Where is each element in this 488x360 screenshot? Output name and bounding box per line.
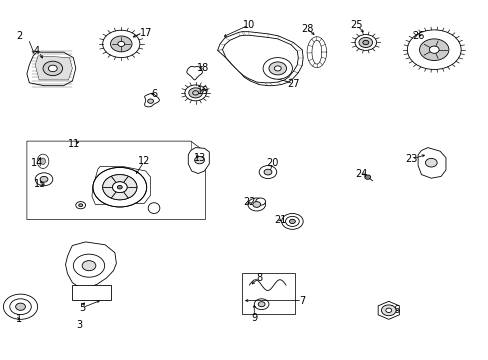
Circle shape xyxy=(194,157,204,164)
Text: 12: 12 xyxy=(138,156,150,166)
Circle shape xyxy=(263,58,292,79)
Circle shape xyxy=(40,176,48,182)
Circle shape xyxy=(428,46,438,53)
Circle shape xyxy=(35,173,53,186)
Circle shape xyxy=(102,175,137,200)
Circle shape xyxy=(354,35,376,50)
Polygon shape xyxy=(217,32,303,86)
Circle shape xyxy=(385,308,391,312)
Text: 11: 11 xyxy=(68,139,81,149)
Circle shape xyxy=(362,40,368,45)
Text: 27: 27 xyxy=(286,78,299,89)
Circle shape xyxy=(10,299,31,315)
Text: 20: 20 xyxy=(266,158,279,168)
Circle shape xyxy=(110,36,132,52)
Circle shape xyxy=(419,39,448,60)
Polygon shape xyxy=(148,203,160,213)
Circle shape xyxy=(188,88,202,98)
Circle shape xyxy=(268,62,286,75)
Text: 19: 19 xyxy=(196,86,209,96)
Text: 26: 26 xyxy=(411,31,424,41)
Bar xyxy=(242,273,294,314)
Text: 16: 16 xyxy=(388,305,401,315)
Circle shape xyxy=(48,65,57,72)
Polygon shape xyxy=(65,242,116,288)
Circle shape xyxy=(254,299,268,310)
Text: 10: 10 xyxy=(243,20,255,30)
Text: 8: 8 xyxy=(256,273,262,283)
Circle shape xyxy=(102,175,137,200)
Polygon shape xyxy=(186,66,202,80)
Circle shape xyxy=(425,158,436,167)
Text: 5: 5 xyxy=(79,303,85,313)
Text: 22: 22 xyxy=(243,197,255,207)
Text: 21: 21 xyxy=(273,215,286,225)
Text: 14: 14 xyxy=(30,158,43,168)
Polygon shape xyxy=(37,154,49,168)
Polygon shape xyxy=(27,141,205,220)
Circle shape xyxy=(247,198,265,211)
Text: 7: 7 xyxy=(299,296,305,306)
Circle shape xyxy=(73,254,104,277)
Text: 6: 6 xyxy=(151,89,157,99)
Polygon shape xyxy=(222,35,298,83)
Circle shape xyxy=(258,302,264,307)
Polygon shape xyxy=(41,158,45,165)
Circle shape xyxy=(285,216,299,226)
Text: 2: 2 xyxy=(17,31,22,41)
Circle shape xyxy=(184,85,206,101)
Text: 3: 3 xyxy=(76,320,82,330)
Polygon shape xyxy=(92,166,150,204)
Text: 17: 17 xyxy=(139,28,152,38)
Circle shape xyxy=(147,99,153,103)
Circle shape xyxy=(407,30,460,69)
Circle shape xyxy=(82,261,96,271)
Polygon shape xyxy=(27,52,76,86)
Polygon shape xyxy=(188,148,209,174)
Circle shape xyxy=(79,204,82,207)
Text: 28: 28 xyxy=(300,24,313,34)
Text: 9: 9 xyxy=(251,312,257,323)
Circle shape xyxy=(289,219,295,224)
Circle shape xyxy=(112,182,127,193)
Circle shape xyxy=(264,169,271,175)
Circle shape xyxy=(102,30,140,58)
Polygon shape xyxy=(417,148,445,178)
Circle shape xyxy=(93,167,146,207)
Text: 25: 25 xyxy=(350,20,363,30)
Circle shape xyxy=(76,202,85,209)
Circle shape xyxy=(259,166,276,179)
Text: 18: 18 xyxy=(196,63,209,73)
Circle shape xyxy=(381,305,395,316)
Polygon shape xyxy=(144,93,159,107)
Circle shape xyxy=(281,213,303,229)
Text: 24: 24 xyxy=(355,168,367,179)
Circle shape xyxy=(16,303,25,310)
Circle shape xyxy=(255,198,265,205)
Circle shape xyxy=(43,61,62,76)
Circle shape xyxy=(112,182,127,193)
Text: 23: 23 xyxy=(405,154,417,164)
Circle shape xyxy=(117,185,122,189)
Circle shape xyxy=(3,294,38,319)
Text: 15: 15 xyxy=(34,179,46,189)
Bar xyxy=(72,285,111,300)
Polygon shape xyxy=(35,56,72,80)
Circle shape xyxy=(358,37,372,48)
Text: 13: 13 xyxy=(194,153,206,163)
Circle shape xyxy=(274,66,281,71)
Polygon shape xyxy=(377,301,399,319)
Text: 1: 1 xyxy=(16,314,21,324)
Circle shape xyxy=(252,202,260,207)
Circle shape xyxy=(364,175,370,179)
Circle shape xyxy=(192,91,198,95)
Text: 4: 4 xyxy=(34,46,40,56)
Circle shape xyxy=(118,41,124,46)
